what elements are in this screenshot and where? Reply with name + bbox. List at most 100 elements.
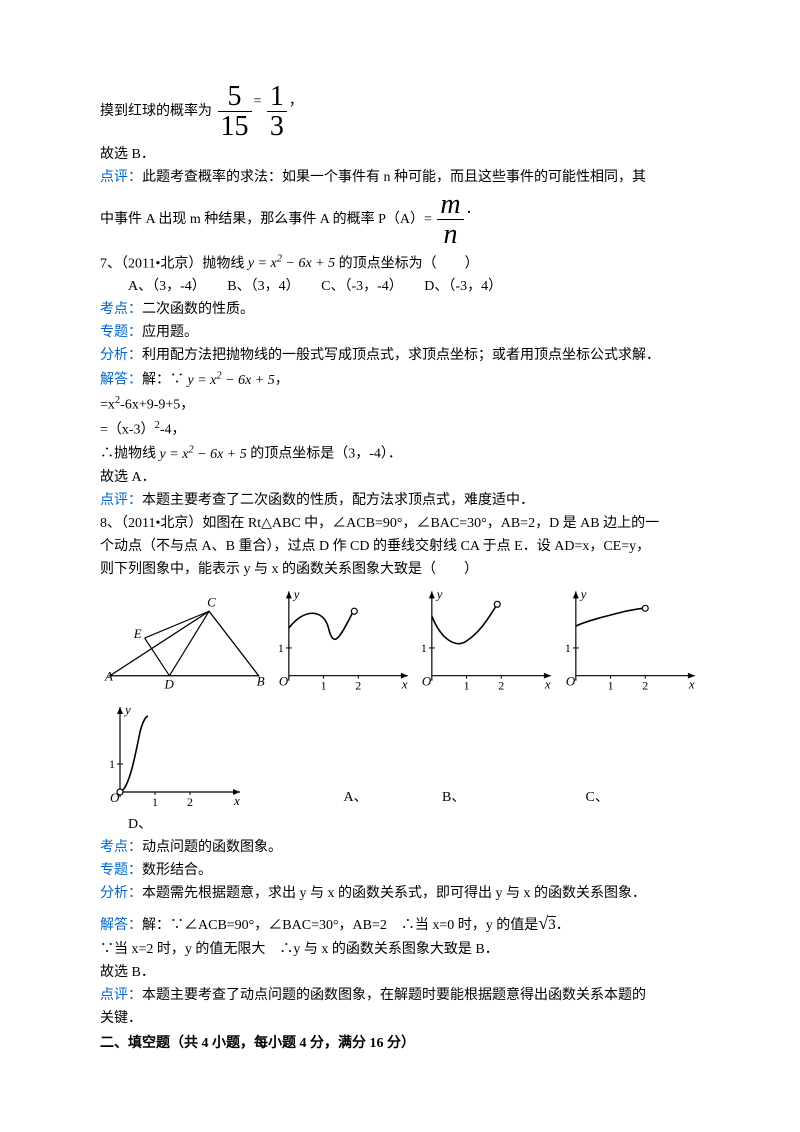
comma: ，: [289, 94, 303, 109]
text: 应用题。: [142, 325, 198, 340]
formula: y = x2 − 6x + 5: [188, 373, 275, 388]
q7-stem: 7、（2011•北京）抛物线 y = x2 − 6x + 5 的顶点坐标为（ ）: [100, 252, 700, 275]
q8-kaodian: 考点：动点问题的函数图象。: [100, 837, 700, 858]
svg-text:1: 1: [152, 795, 158, 809]
label-kaodian: 考点：: [100, 302, 142, 317]
triangle-diagram: A B C D E: [100, 586, 269, 696]
svg-text:x: x: [400, 677, 407, 691]
label-dianping: 点评：: [100, 170, 142, 185]
q7-options: A、（3，-4） B、（3，4） C、（-3，-4） D、（-3，4）: [100, 276, 700, 297]
label-zhuanti: 专题：: [100, 863, 142, 878]
q8-line3: 则下列图象中，能表示 y 与 x 的函数关系图象大致是（ ）: [100, 559, 700, 580]
q6-line1: 摸到红球的概率为 5 15 = 1 3 ，: [100, 82, 700, 142]
fraction-1-3: 1 3: [267, 82, 287, 142]
text: 7、（2011•北京）抛物线: [100, 256, 248, 271]
label-fenxi: 分析：: [100, 886, 142, 901]
label-jieda: 解答：: [100, 918, 142, 933]
fraction-m-n: m n: [437, 190, 463, 250]
label-kaodian: 考点：: [100, 840, 142, 855]
svg-text:1: 1: [320, 678, 326, 692]
svg-text:1: 1: [464, 678, 470, 692]
text: 的顶点坐标为（ ）: [339, 256, 479, 271]
q8-jieda-1: 解答：解：∵∠ACB=90°，∠BAC=30°，AB=2 ∴当 x=0 时，y …: [100, 910, 700, 937]
q6-review-2: 中事件 A 出现 m 种结果，那么事件 A 的概率 P（A）= m n ．: [100, 190, 700, 250]
q7-kaodian: 考点：二次函数的性质。: [100, 299, 700, 320]
label-d: D、: [100, 814, 700, 835]
period: ．: [466, 202, 480, 217]
text: 利用配方法把抛物线的一般式写成顶点式，求顶点坐标；或者用顶点坐标公式求解．: [142, 348, 660, 363]
formula: y = x2 − 6x + 5: [248, 256, 335, 271]
svg-text:y: y: [579, 587, 587, 601]
svg-text:D: D: [163, 677, 174, 691]
text: 动点问题的函数图象。: [142, 840, 282, 855]
equals: =: [254, 94, 262, 109]
q7-jieda-4: ∴抛物线 y = x2 − 6x + 5 的顶点坐标是（3，-4）．: [100, 442, 700, 465]
q8-review-2: 关键．: [100, 1008, 700, 1029]
text: ．: [556, 918, 570, 933]
option-c: C、（-3，-4）: [321, 279, 403, 294]
q6-review-1: 点评：此题考查概率的求法：如果一个事件有 n 种可能，而且这些事件的可能性相同，…: [100, 167, 700, 188]
q7-fenxi: 分析：利用配方法把抛物线的一般式写成顶点式，求顶点坐标；或者用顶点坐标公式求解．: [100, 345, 700, 366]
svg-text:x: x: [688, 677, 695, 691]
text: 数形结合。: [142, 863, 212, 878]
q7-zhuanti: 专题：应用题。: [100, 322, 700, 343]
svg-text:1: 1: [421, 641, 427, 655]
q7-jieda-1: 解答：解：∵ y = x2 − 6x + 5，: [100, 368, 700, 391]
q8-review-1: 点评：本题主要考查了动点问题的函数图象，在解题时要能根据题意得出函数关系本题的: [100, 985, 700, 1006]
text: 解：∵∠ACB=90°，∠BAC=30°，AB=2 ∴当 x=0 时，y 的值是: [142, 918, 538, 933]
svg-text:2: 2: [187, 795, 193, 809]
svg-text:x: x: [544, 677, 551, 691]
q7-review: 点评：本题主要考查了二次函数的性质，配方法求顶点式，难度适中．: [100, 490, 700, 511]
option-b: B、（3，4）: [227, 279, 299, 294]
svg-text:x: x: [233, 793, 240, 808]
fraction-5-15: 5 15: [218, 82, 252, 142]
document-page: 摸到红球的概率为 5 15 = 1 3 ， 故选 B． 点评：此题考查概率的求法…: [0, 0, 800, 1096]
option-chart-c: O x y 1 2 1: [556, 586, 700, 696]
q8-jieda-3: 故选 B．: [100, 962, 700, 983]
figure-row-1: A B C D E O x y 1 2 1: [100, 586, 700, 696]
q6-answer: 故选 B．: [100, 144, 700, 165]
text: 二次函数的性质。: [142, 302, 254, 317]
svg-text:y: y: [291, 587, 299, 601]
text: 摸到红球的概率为: [100, 104, 212, 119]
svg-text:O: O: [422, 674, 431, 688]
label-c: C、: [586, 790, 609, 805]
q8-zhuanti: 专题：数形结合。: [100, 860, 700, 881]
text: 解：∵: [142, 373, 184, 388]
text: ∴抛物线: [100, 447, 160, 462]
q7-jieda-3: =（x-3）2-4，: [100, 418, 700, 441]
svg-text:y: y: [123, 702, 131, 717]
svg-text:1: 1: [565, 641, 571, 655]
svg-text:O: O: [566, 674, 575, 688]
svg-text:E: E: [133, 627, 142, 641]
q7-jieda-2: =x2-6x+9-9+5，: [100, 393, 700, 416]
svg-text:B: B: [257, 674, 265, 688]
svg-text:1: 1: [278, 641, 284, 655]
text: 的顶点坐标是（3，-4）．: [250, 447, 402, 462]
option-chart-b: O x y 1 2 1: [412, 586, 556, 696]
label-zhuanti: 专题：: [100, 325, 142, 340]
option-chart-a: O x y 1 2 1: [269, 586, 413, 696]
q7-jieda-5: 故选 A．: [100, 467, 700, 488]
text: 本题主要考查了动点问题的函数图象，在解题时要能根据题意得出函数关系本题的: [142, 988, 646, 1003]
text: ，: [275, 373, 289, 388]
label-dianping: 点评：: [100, 493, 142, 508]
options-inline: A、 B、 C、: [245, 787, 700, 812]
formula: y = x2 − 6x + 5: [160, 447, 247, 462]
svg-text:O: O: [279, 674, 288, 688]
q8-line2: 个动点（不与点 A、B 重合），过点 D 作 CD 的垂线交射线 CA 于点 E…: [100, 536, 700, 557]
label-b: B、: [442, 787, 582, 808]
text: 本题需先根据题意，求出 y 与 x 的函数关系式，即可得出 y 与 x 的函数关…: [142, 886, 646, 901]
label-dianping: 点评：: [100, 988, 142, 1003]
q8-fenxi: 分析：本题需先根据题意，求出 y 与 x 的函数关系式，即可得出 y 与 x 的…: [100, 883, 700, 904]
svg-text:2: 2: [355, 678, 361, 692]
svg-text:y: y: [435, 587, 443, 601]
label-jieda: 解答：: [100, 373, 142, 388]
text: 本题主要考查了二次函数的性质，配方法求顶点式，难度适中．: [142, 493, 534, 508]
svg-text:C: C: [207, 595, 216, 609]
svg-text:2: 2: [499, 678, 505, 692]
q8-line1: 8、（2011•北京）如图在 Rt△ABC 中，∠ACB=90°，∠BAC=30…: [100, 513, 700, 534]
section-2-title: 二、填空题（共 4 小题，每小题 4 分，满分 16 分）: [100, 1033, 700, 1054]
svg-text:1: 1: [109, 757, 115, 771]
svg-text:1: 1: [608, 678, 614, 692]
